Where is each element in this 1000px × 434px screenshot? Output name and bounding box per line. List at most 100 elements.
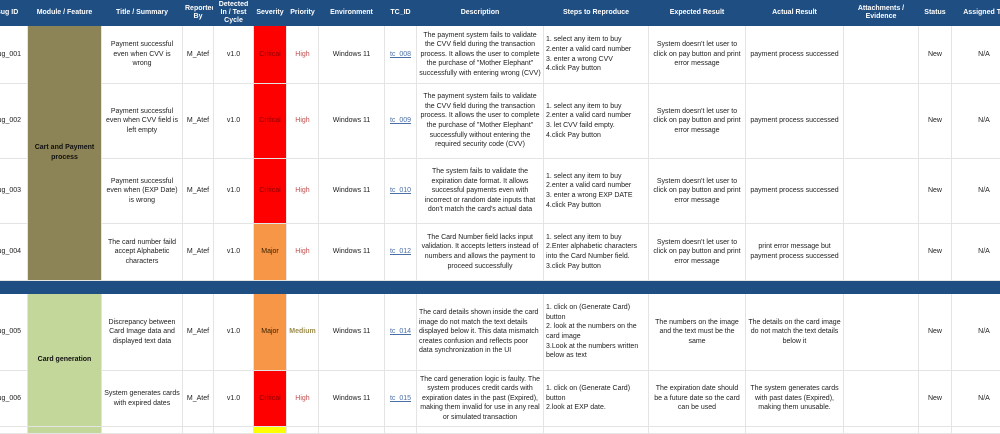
actual-cell[interactable]: print error message but payment process …	[746, 224, 844, 281]
environment-cell[interactable]: Windows 11	[319, 371, 385, 427]
table-row[interactable]: Bug_004 The card number faild accept Alph…	[0, 224, 1000, 281]
attachments-cell[interactable]	[844, 371, 919, 427]
description-cell[interactable]: The card details shown inside the card i…	[417, 294, 544, 371]
status-cell[interactable]: New	[919, 371, 952, 427]
attachments-cell[interactable]	[844, 159, 919, 224]
column-header[interactable]: Title / Summary	[102, 1, 183, 26]
priority-cell[interactable]: High	[287, 159, 319, 224]
severity-cell[interactable]: Critical	[254, 159, 287, 224]
detected-in-cell[interactable]: v1.0	[214, 159, 254, 224]
module-cell[interactable]: Cart and Payment process	[28, 26, 102, 281]
column-header[interactable]: Severity	[254, 1, 287, 26]
table-row[interactable]: Bug_006 System generates cards with expir…	[0, 371, 1000, 427]
bug-id-cell[interactable]: Bug_004	[0, 224, 28, 281]
assigned-cell[interactable]: N/A	[952, 159, 1000, 224]
tc-id-link[interactable]: tc_012	[390, 248, 411, 255]
severity-cell[interactable]: Critical	[254, 84, 287, 159]
status-cell[interactable]: New	[919, 224, 952, 281]
tc-id-link[interactable]: tc_009	[390, 117, 411, 124]
column-header[interactable]: Reported By	[183, 1, 214, 26]
description-cell[interactable]: The card generation logic is faulty. The…	[417, 371, 544, 427]
column-header[interactable]: Steps to Reproduce	[544, 1, 649, 26]
reported-by-cell[interactable]: M_Atef	[183, 224, 214, 281]
status-cell[interactable]: New	[919, 26, 952, 84]
tc-id-link[interactable]: tc_010	[390, 187, 411, 194]
column-header[interactable]: Bug ID	[0, 1, 28, 26]
severity-cell[interactable]: Major	[254, 224, 287, 281]
column-header[interactable]: Actual Result	[746, 1, 844, 26]
environment-cell[interactable]: Windows 11	[319, 84, 385, 159]
tc-id-cell[interactable]: tc_012	[385, 224, 417, 281]
reported-by-cell[interactable]: M_Atef	[183, 84, 214, 159]
column-header[interactable]: Environment	[319, 1, 385, 26]
detected-in-cell[interactable]: v1.0	[214, 371, 254, 427]
attachments-cell[interactable]	[844, 294, 919, 371]
module-cell[interactable]: Card generation	[28, 294, 102, 427]
environment-cell[interactable]: Windows 11	[319, 224, 385, 281]
attachments-cell[interactable]	[844, 26, 919, 84]
column-header[interactable]: Assigned To	[952, 1, 1000, 26]
bug-id-cell[interactable]: Bug_006	[0, 371, 28, 427]
bug-id-cell[interactable]: Bug_001	[0, 26, 28, 84]
tc-id-link[interactable]: tc_008	[390, 51, 411, 58]
actual-cell[interactable]: The system generates cards with past dat…	[746, 371, 844, 427]
expected-cell[interactable]: The numbers on the image and the text mu…	[649, 294, 746, 371]
expected-cell[interactable]: System doesn't let user to click on pay …	[649, 26, 746, 84]
status-cell[interactable]: New	[919, 294, 952, 371]
expected-cell[interactable]: System doesn't let user to click on pay …	[649, 159, 746, 224]
reported-by-cell[interactable]: M_Atef	[183, 371, 214, 427]
status-cell[interactable]: New	[919, 84, 952, 159]
expected-cell[interactable]: System doesn't let user to click on pay …	[649, 84, 746, 159]
tc-id-cell[interactable]: tc_009	[385, 84, 417, 159]
expected-cell[interactable]: The expiration date should be a future d…	[649, 371, 746, 427]
detected-in-cell[interactable]: v1.0	[214, 26, 254, 84]
priority-cell[interactable]: High	[287, 371, 319, 427]
title-cell[interactable]: System generates cards with expired date…	[102, 371, 183, 427]
reported-by-cell[interactable]: M_Atef	[183, 294, 214, 371]
environment-cell[interactable]: Windows 11	[319, 294, 385, 371]
actual-cell[interactable]: The details on the card image do not mat…	[746, 294, 844, 371]
severity-cell[interactable]: Critical	[254, 371, 287, 427]
priority-cell[interactable]: Medium	[287, 294, 319, 371]
reported-by-cell[interactable]: M_Atef	[183, 26, 214, 84]
assigned-cell[interactable]: N/A	[952, 26, 1000, 84]
column-header[interactable]: Attachments / Evidence	[844, 1, 919, 26]
attachments-cell[interactable]	[844, 224, 919, 281]
column-header[interactable]: Detected In / Test Cycle	[214, 1, 254, 26]
bug-id-cell[interactable]: Bug_002	[0, 84, 28, 159]
description-cell[interactable]: The system fails to validate the expirat…	[417, 159, 544, 224]
tc-id-link[interactable]: tc_014	[390, 328, 411, 335]
priority-cell[interactable]: High	[287, 84, 319, 159]
title-cell[interactable]: Payment successful even when CVV is wron…	[102, 26, 183, 84]
priority-cell[interactable]: High	[287, 224, 319, 281]
column-header[interactable]: Priority	[287, 1, 319, 26]
severity-cell[interactable]: Major	[254, 294, 287, 371]
column-header[interactable]: Status	[919, 1, 952, 26]
column-header[interactable]: Module / Feature	[28, 1, 102, 26]
column-header[interactable]: Expected Result	[649, 1, 746, 26]
tc-id-cell[interactable]: tc_015	[385, 371, 417, 427]
tc-id-cell[interactable]: tc_010	[385, 159, 417, 224]
title-cell[interactable]: The card number faild accept Alphabetic …	[102, 224, 183, 281]
actual-cell[interactable]: payment process successed	[746, 159, 844, 224]
tc-id-link[interactable]: tc_015	[390, 395, 411, 402]
assigned-cell[interactable]: N/A	[952, 84, 1000, 159]
tc-id-cell[interactable]: tc_014	[385, 294, 417, 371]
bug-id-cell[interactable]: Bug_005	[0, 294, 28, 371]
bug-id-cell[interactable]: Bug_003	[0, 159, 28, 224]
status-cell[interactable]: New	[919, 159, 952, 224]
description-cell[interactable]: The payment system fails to validate the…	[417, 84, 544, 159]
severity-cell[interactable]: Critical	[254, 26, 287, 84]
description-cell[interactable]: The payment system fails to validate the…	[417, 26, 544, 84]
expected-cell[interactable]: System doesn't let user to click on pay …	[649, 224, 746, 281]
